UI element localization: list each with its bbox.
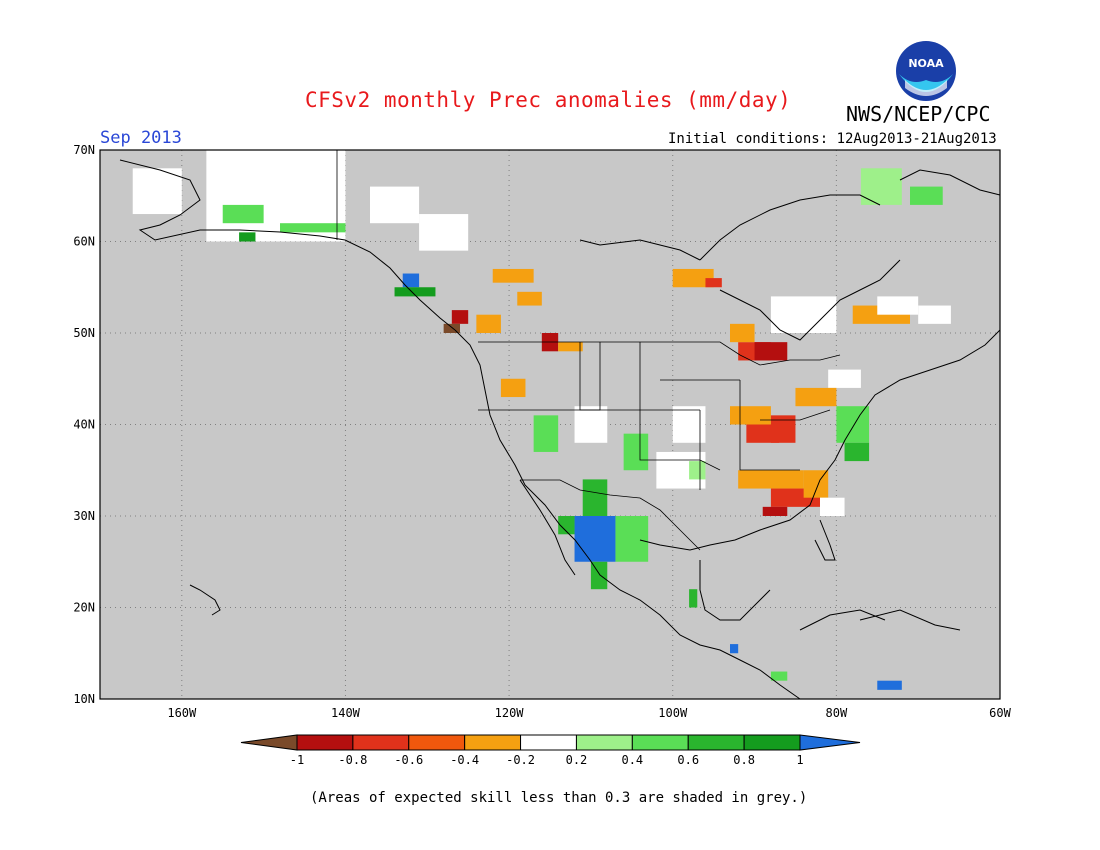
anomaly-cell: [263, 186, 346, 224]
forecast-period: Sep 2013: [100, 128, 182, 148]
anomaly-cell: [492, 268, 534, 283]
anomaly-cell: [394, 287, 436, 297]
anomaly-cell: [517, 291, 542, 306]
anomaly-cell: [820, 497, 845, 516]
colorbar-tick-label: 0.8: [733, 753, 755, 767]
anomaly-cell: [370, 186, 420, 224]
lat-tick-label: 50N: [73, 326, 95, 340]
colorbar-tick-label: -0.2: [506, 753, 535, 767]
anomaly-cell: [770, 415, 796, 443]
anomaly-cell: [574, 516, 616, 562]
lat-tick-label: 30N: [73, 509, 95, 523]
anomaly-cell: [770, 671, 788, 681]
anomaly-cell: [672, 268, 714, 288]
anomaly-cell: [558, 342, 583, 352]
colorbar-segment: [408, 734, 466, 751]
anomaly-cell: [419, 214, 469, 251]
colorbar: [240, 734, 861, 751]
colorbar-tick-label: 0.6: [677, 753, 699, 767]
anomaly-cell: [918, 305, 951, 324]
anomaly-cell: [730, 644, 739, 654]
lon-tick-label: 60W: [989, 706, 1011, 720]
colorbar-tick-label: -0.4: [450, 753, 479, 767]
anomaly-cell: [574, 406, 608, 443]
anomaly-cell: [443, 323, 460, 333]
anomaly-cell: [239, 232, 256, 242]
colorbar-segment: [743, 734, 801, 751]
colorbar-segment: [296, 734, 354, 751]
logo-text: NOAA: [908, 57, 944, 70]
lat-tick-label: 20N: [73, 601, 95, 615]
anomaly-cell: [770, 296, 837, 333]
anomaly-cell: [132, 168, 182, 215]
longitude-tick-labels: 160W 140W 120W 100W 80W 60W: [167, 706, 1011, 720]
colorbar-labels: -1 -0.8 -0.6 -0.4 -0.2 0.2 0.4 0.6 0.8 1: [290, 753, 804, 767]
noaa-logo-icon: NOAA: [896, 41, 956, 101]
colorbar-tick-label: -0.8: [338, 753, 367, 767]
anomaly-cell: [615, 516, 649, 562]
lon-tick-label: 100W: [658, 706, 688, 720]
lat-tick-label: 60N: [73, 235, 95, 249]
initial-conditions: Initial conditions: 12Aug2013-21Aug2013: [668, 131, 997, 147]
anomaly-cell: [762, 506, 788, 516]
anomaly-cell: [222, 204, 264, 224]
anomaly-cell: [689, 461, 706, 480]
lon-tick-label: 120W: [495, 706, 525, 720]
lon-tick-label: 140W: [331, 706, 361, 720]
colorbar-segment: [352, 734, 410, 751]
colorbar-tick-label: -1: [290, 753, 304, 767]
map-frame: [99, 149, 1001, 700]
lat-tick-label: 10N: [73, 692, 95, 706]
anomaly-cell: [672, 406, 706, 443]
footnote: (Areas of expected skill less than 0.3 a…: [310, 790, 808, 806]
colorbar-tick-label: 0.2: [566, 753, 588, 767]
anomaly-cell: [558, 516, 575, 535]
anomaly-cell: [590, 561, 608, 590]
anomaly-cell: [738, 470, 804, 489]
anomaly-cell: [877, 296, 919, 315]
colorbar-segment: [575, 734, 633, 751]
lat-tick-label: 40N: [73, 418, 95, 432]
colorbar-segment: [631, 734, 689, 751]
anomaly-cell: [533, 415, 559, 452]
anomaly-cell: [582, 479, 608, 516]
anomaly-cell: [451, 310, 469, 324]
colorbar-left-arrow: [240, 734, 298, 751]
lon-tick-label: 160W: [167, 706, 197, 720]
anomaly-cell: [280, 223, 346, 233]
anomaly-cell: [828, 369, 861, 388]
anomaly-cell: [705, 278, 722, 288]
map-title: CFSv2 monthly Prec anomalies (mm/day): [305, 88, 792, 112]
lon-tick-label: 80W: [826, 706, 848, 720]
anomaly-cell: [877, 680, 902, 690]
colorbar-tick-label: 0.4: [621, 753, 643, 767]
colorbar-segment: [464, 734, 522, 751]
anomaly-cell: [730, 323, 755, 343]
agency-label: NWS/NCEP/CPC: [846, 102, 991, 126]
anomaly-cell: [836, 406, 870, 443]
political-boundaries: [336, 150, 841, 551]
coastlines: [119, 159, 1001, 700]
colorbar-segment: [520, 734, 577, 751]
colorbar-segment: [687, 734, 745, 751]
anomaly-cell: [500, 378, 526, 398]
lat-tick-label: 70N: [73, 143, 95, 157]
colorbar-tick-label: 1: [796, 753, 803, 767]
anomaly-cell: [689, 589, 698, 608]
colorbar-right-arrow: [799, 734, 861, 751]
latitude-tick-labels: 70N 60N 50N 40N 30N 20N 10N: [73, 143, 95, 706]
anomaly-cell: [476, 314, 501, 333]
anomaly-cell: [860, 168, 902, 205]
anomaly-cell: [910, 186, 943, 205]
anomaly-cell: [844, 442, 870, 462]
anomaly-cell: [795, 387, 837, 407]
anomaly-cell: [730, 406, 771, 425]
anomaly-cell: [402, 273, 420, 288]
anomaly-cell: [754, 342, 788, 361]
colorbar-tick-label: -0.6: [394, 753, 423, 767]
anomaly-cell: [623, 433, 649, 471]
